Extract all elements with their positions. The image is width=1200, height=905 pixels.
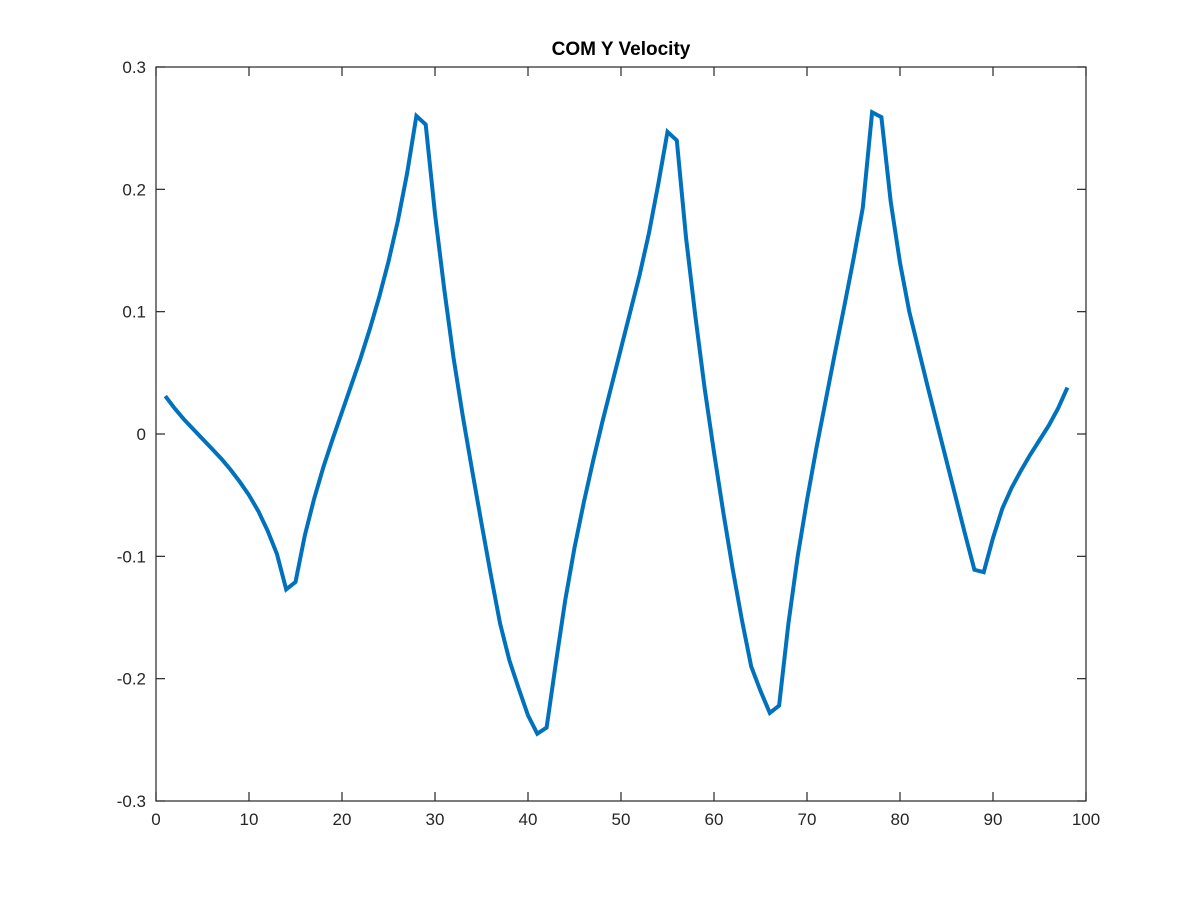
series-line [163,109,1070,737]
tick-labels: 0 10 20 30 40 50 60 70 80 90 100 -0.3 -0.2 -0.1 0 0.1 0.… [117,58,1100,829]
y-tick-label: -0.3 [117,792,146,811]
y-tick-label: 0 [137,425,146,444]
plot-area-background [156,67,1086,801]
chart-title: COM Y Velocity [552,39,691,60]
x-tick-label: 60 [705,810,724,829]
series-layer [163,109,1070,737]
y-tick-label: 0.1 [122,303,146,322]
x-tick-label: 80 [891,810,910,829]
x-tick-label: 10 [240,810,259,829]
x-tick-label: 40 [519,810,538,829]
x-tick-label: 70 [798,810,817,829]
x-tick-label: 50 [612,810,631,829]
y-tick-label: 0.2 [122,180,146,199]
y-tick-label: -0.1 [117,547,146,566]
x-tick-label: 20 [333,810,352,829]
x-tick-label: 30 [426,810,445,829]
x-tick-label: 0 [151,810,160,829]
x-tick-label: 100 [1072,810,1100,829]
y-tick-label: -0.2 [117,670,146,689]
x-tick-label: 90 [984,810,1003,829]
y-tick-label: 0.3 [122,58,146,77]
plot-area-box [155,66,1087,802]
